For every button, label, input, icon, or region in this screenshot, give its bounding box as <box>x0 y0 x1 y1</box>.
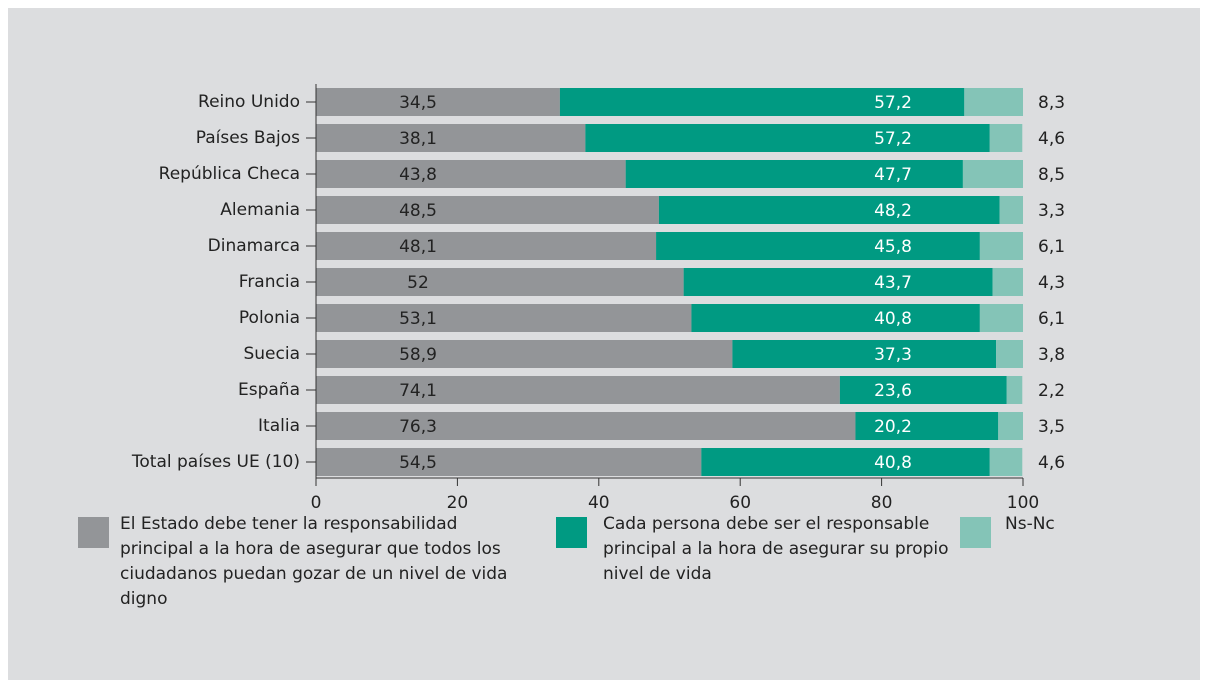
bar-segment <box>989 448 1023 476</box>
legend-label: Ns-Nc <box>1005 514 1055 534</box>
value-label: 8,5 <box>1038 165 1065 185</box>
y-tick-label: Dinamarca <box>208 236 300 256</box>
bar-segment <box>316 232 657 260</box>
value-label: 54,5 <box>399 453 437 473</box>
bar-segment <box>559 88 965 116</box>
bar-segment <box>962 160 1023 188</box>
bar-segment <box>979 232 1023 260</box>
value-label: 48,1 <box>399 237 437 257</box>
value-label: 6,1 <box>1038 237 1065 257</box>
bar-segment <box>979 304 1023 332</box>
legend-label: Cada persona debe ser el responsable pri… <box>603 514 949 584</box>
y-tick-label: Alemania <box>220 200 300 220</box>
value-label: 4,6 <box>1038 453 1065 473</box>
y-tick-label: Polonia <box>239 308 300 328</box>
value-label: 2,2 <box>1038 381 1065 401</box>
value-label: 52 <box>407 273 429 293</box>
x-tick-label: 80 <box>871 493 893 513</box>
value-label: 76,3 <box>399 417 437 437</box>
x-tick-label: 60 <box>729 493 751 513</box>
value-label: 38,1 <box>399 129 437 149</box>
x-tick-label: 20 <box>447 493 469 513</box>
value-label: 57,2 <box>874 93 912 113</box>
bar-segment <box>999 196 1023 224</box>
bar-segment <box>316 448 702 476</box>
value-label: 20,2 <box>874 417 912 437</box>
bar-segment <box>998 412 1023 440</box>
value-label: 43,7 <box>874 273 912 293</box>
value-label: 74,1 <box>399 381 437 401</box>
bar-segment <box>989 124 1023 152</box>
value-label: 3,5 <box>1038 417 1065 437</box>
value-label: 58,9 <box>399 345 437 365</box>
bar-segment <box>855 412 999 440</box>
bar-segment <box>625 160 963 188</box>
value-label: 40,8 <box>874 453 912 473</box>
y-tick-label: Países Bajos <box>196 128 300 148</box>
value-label: 8,3 <box>1038 93 1065 113</box>
legend-label: El Estado debe tener la responsabilidad … <box>120 514 508 609</box>
value-label: 53,1 <box>399 309 437 329</box>
bar-segment <box>701 448 990 476</box>
bar-segment <box>658 196 1000 224</box>
bar-segment <box>964 88 1023 116</box>
value-label: 6,1 <box>1038 309 1065 329</box>
legend-swatch <box>556 517 587 548</box>
value-label: 3,8 <box>1038 345 1065 365</box>
legend-swatch <box>960 517 991 548</box>
y-tick-label: Francia <box>239 272 300 292</box>
bar-segment <box>316 124 586 152</box>
bar-segment <box>316 412 856 440</box>
y-tick-label: Total países UE (10) <box>131 452 300 472</box>
value-label: 47,7 <box>874 165 912 185</box>
bar-segment <box>316 304 692 332</box>
bar-segment <box>691 304 980 332</box>
bar-segment <box>316 88 560 116</box>
value-label: 4,3 <box>1038 273 1065 293</box>
bar-segment <box>992 268 1023 296</box>
bar-segment <box>996 340 1023 368</box>
legend-swatch <box>78 517 109 548</box>
value-label: 48,2 <box>874 201 912 221</box>
bar-segment <box>656 232 980 260</box>
value-label: 43,8 <box>399 165 437 185</box>
value-label: 3,3 <box>1038 201 1065 221</box>
bar-segment <box>316 376 840 404</box>
y-tick-label: República Checa <box>159 164 300 184</box>
bar-segment <box>316 340 733 368</box>
value-label: 45,8 <box>874 237 912 257</box>
value-label: 37,3 <box>874 345 912 365</box>
bar-segment <box>316 196 659 224</box>
value-label: 40,8 <box>874 309 912 329</box>
x-tick-label: 100 <box>1007 493 1039 513</box>
bar-segment <box>316 268 684 296</box>
value-label: 4,6 <box>1038 129 1065 149</box>
bar-segment <box>839 376 1007 404</box>
y-tick-label: Italia <box>258 416 300 436</box>
bar-segment <box>683 268 993 296</box>
value-label: 57,2 <box>874 129 912 149</box>
value-label: 23,6 <box>874 381 912 401</box>
bar-segment <box>732 340 997 368</box>
x-tick-label: 40 <box>588 493 610 513</box>
x-tick-label: 0 <box>311 493 322 513</box>
y-tick-label: España <box>238 380 300 400</box>
bar-segment <box>316 160 626 188</box>
y-tick-label: Suecia <box>243 344 300 364</box>
value-label: 34,5 <box>399 93 437 113</box>
bar-segment <box>585 124 990 152</box>
value-label: 48,5 <box>399 201 437 221</box>
y-tick-label: Reino Unido <box>198 92 300 112</box>
bar-segment <box>1006 376 1023 404</box>
